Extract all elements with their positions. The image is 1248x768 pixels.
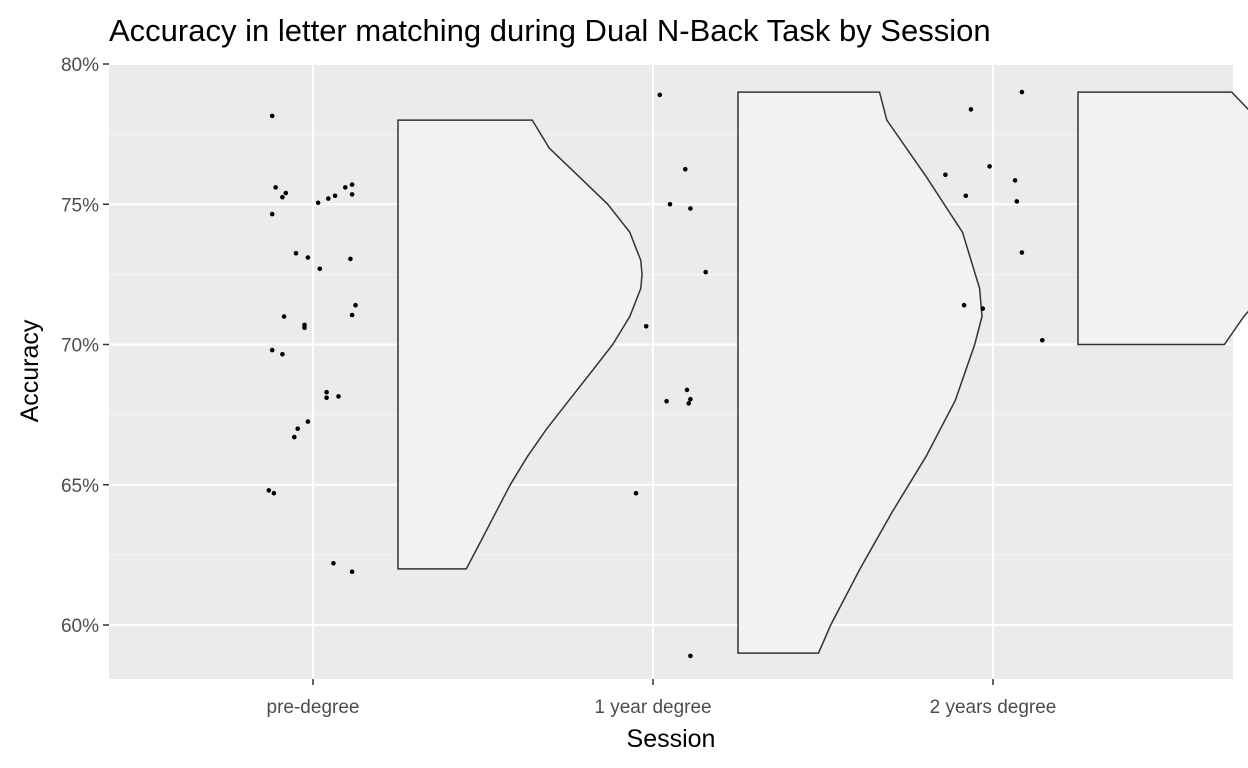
data-point [1040,338,1045,343]
data-point [271,490,277,496]
violin-layer [397,91,1248,654]
data-point [980,306,986,311]
chart-title: Accuracy in letter matching during Dual … [109,13,991,48]
data-point [315,200,321,206]
data-point [684,387,690,393]
data-point [688,206,693,211]
data-point [643,324,649,329]
data-point [292,434,297,440]
data-point [317,266,323,272]
data-point [269,113,275,119]
y-tick-label: 70% [61,336,99,357]
data-point [688,396,693,402]
data-point [283,190,289,196]
y-axis: 60% 65% 70% 75% 80% [61,55,109,637]
minor-gridlines [109,133,1233,556]
data-point [1019,89,1025,95]
data-point [305,419,311,424]
data-point [987,164,992,169]
data-point [353,302,358,308]
data-point [269,347,275,353]
x-axis-title: Session [627,725,716,753]
data-point [324,395,329,401]
data-point [348,256,353,262]
data-point [324,389,329,395]
data-point [686,401,691,406]
data-point [269,211,275,217]
plot-panel [109,64,1233,679]
data-point [326,196,331,201]
x-tick-label: pre-degree [267,697,360,718]
data-point [667,202,673,207]
x-tick-label: 1 year degree [594,697,711,718]
data-point [1012,178,1018,183]
x-tick-label: 2 years degree [930,697,1057,718]
data-point [280,194,285,200]
data-point [281,314,287,319]
data-point [336,394,341,399]
data-point [961,302,967,308]
data-point [1019,250,1025,255]
data-point [280,352,285,357]
data-point [293,251,299,256]
data-point [266,488,272,493]
data-point [349,569,355,574]
data-point [664,398,669,404]
data-point [295,426,301,432]
y-tick-label: 65% [61,476,99,497]
data-point [963,193,969,199]
major-gridlines [109,63,1233,679]
violin-1 [397,119,643,570]
data-point [1014,199,1020,204]
data-point [943,172,948,178]
y-tick-label: 75% [61,195,99,216]
violin-2 [737,91,983,654]
data-point [688,653,693,659]
data-point [349,192,355,197]
data-point [633,490,639,496]
data-point [657,92,663,98]
data-point [968,107,974,112]
point-layer [266,89,1045,659]
data-point [683,166,688,172]
data-point [349,182,355,187]
data-point [273,185,278,190]
data-point [343,185,348,190]
data-point [349,312,355,318]
y-tick-label: 80% [61,55,99,76]
data-point [305,255,311,260]
y-tick-label: 60% [61,616,99,637]
violin-3 [1077,91,1248,346]
y-axis-title: Accuracy [16,319,44,422]
data-point [703,269,708,275]
x-axis: pre-degree 1 year degree 2 years degree [267,679,1057,718]
data-point [332,193,338,199]
data-point [331,561,336,566]
data-point [302,325,307,331]
